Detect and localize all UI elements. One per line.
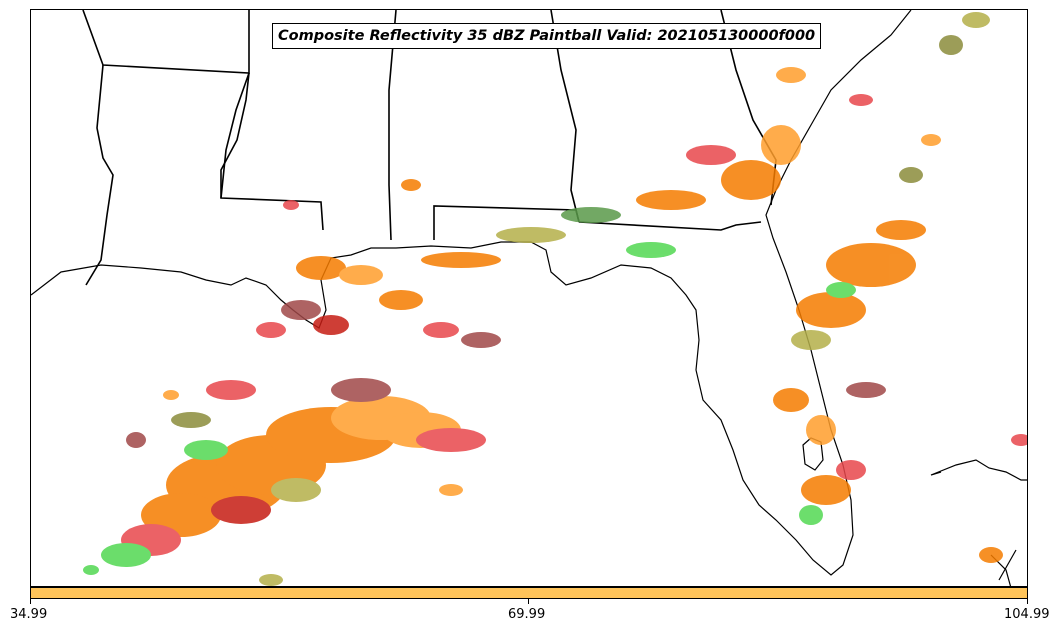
storm-cluster [283, 200, 299, 210]
storm-cluster [921, 134, 941, 146]
state-border-ms-al [388, 10, 397, 241]
storm-cluster [636, 190, 706, 210]
colorbar-tick-mark [1027, 599, 1028, 604]
radar-map [31, 10, 1027, 586]
state-border-al-ga [550, 10, 580, 223]
storm-cluster [256, 322, 286, 338]
storm-cluster [836, 460, 866, 480]
storm-cluster [423, 322, 459, 338]
storm-cluster [184, 440, 228, 460]
reflectivity-paintball [83, 12, 1027, 586]
colorbar-tick-label: 104.99 [1004, 607, 1050, 622]
storm-cluster [211, 496, 271, 524]
state-border-tx-ar [85, 64, 114, 286]
storm-cluster [826, 282, 856, 298]
cuba-coast [930, 459, 1027, 481]
storm-cluster [626, 242, 676, 258]
storm-cluster [801, 475, 851, 505]
colorbar [30, 587, 1028, 599]
storm-cluster [416, 428, 486, 452]
storm-cluster [796, 292, 866, 328]
storm-cluster [761, 125, 801, 165]
storm-cluster [496, 227, 566, 243]
colorbar-tick-label: 69.99 [508, 607, 546, 622]
state-border-ga-fl [578, 221, 762, 231]
storm-cluster [379, 290, 423, 310]
storm-cluster [259, 574, 283, 586]
storm-cluster [979, 547, 1003, 563]
storm-cluster [876, 220, 926, 240]
storm-cluster [721, 160, 781, 200]
state-border-ar-la-ms [220, 72, 324, 231]
storm-cluster [281, 300, 321, 320]
storm-cluster [296, 256, 346, 280]
storm-cluster [271, 478, 321, 502]
state-border-ok-tx [82, 10, 250, 74]
colorbar-tick-mark [30, 599, 31, 604]
colorbar-tick-mark [528, 599, 529, 604]
storm-cluster [849, 94, 873, 106]
storm-cluster [206, 380, 256, 400]
map-title: Composite Reflectivity 35 dBZ Paintball … [272, 23, 822, 49]
storm-cluster [799, 505, 823, 525]
storm-cluster [846, 382, 886, 398]
storm-cluster [686, 145, 736, 165]
gulf-coastline [31, 10, 912, 576]
storm-cluster [461, 332, 501, 348]
storm-cluster [126, 432, 146, 448]
storm-cluster [171, 412, 211, 428]
storm-cluster [806, 415, 836, 445]
storm-cluster [939, 35, 963, 55]
storm-cluster [401, 179, 421, 191]
storm-cluster [439, 484, 463, 496]
map-panel: Composite Reflectivity 35 dBZ Paintball … [30, 9, 1028, 587]
storm-cluster [331, 378, 391, 402]
state-border-ms-river [220, 72, 250, 199]
storm-cluster [1011, 434, 1027, 446]
storm-cluster [339, 265, 383, 285]
state-borders [82, 10, 777, 286]
storm-cluster [561, 207, 621, 223]
storm-cluster [83, 565, 99, 575]
storm-cluster [163, 390, 179, 400]
storm-cluster [421, 252, 501, 268]
storm-cluster [962, 12, 990, 28]
storm-cluster [826, 243, 916, 287]
storm-cluster [101, 543, 151, 567]
storm-cluster [776, 67, 806, 83]
storm-cluster [899, 167, 923, 183]
storm-cluster [791, 330, 831, 350]
storm-cluster [313, 315, 349, 335]
storm-cluster [773, 388, 809, 412]
colorbar-tick-label: 34.99 [10, 607, 48, 622]
